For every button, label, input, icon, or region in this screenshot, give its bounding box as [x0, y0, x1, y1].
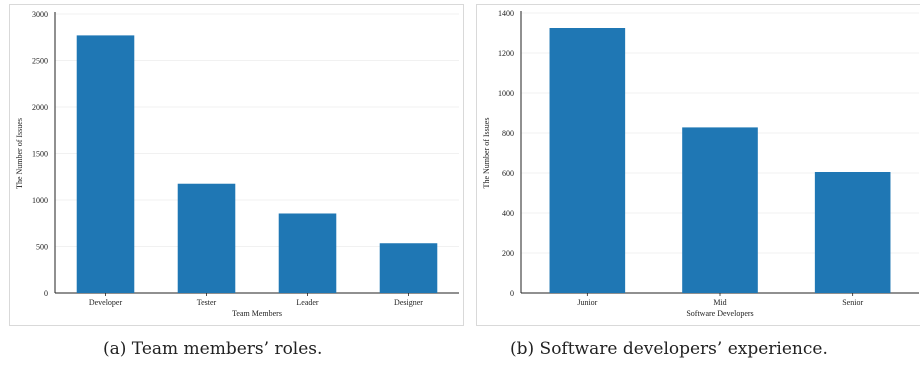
bar-designer	[379, 243, 438, 293]
developer-experience-bar-chart: 0 200 400 600 800 1000 1200 1400 Junior Mid Senior…	[482, 9, 919, 318]
x-tick-label: Designer	[394, 298, 423, 307]
y-tick-label: 3000	[32, 10, 48, 19]
bar-junior	[549, 28, 626, 293]
y-axis-title: The Number of Issues	[482, 118, 491, 189]
y-axis-title: The Number of Issues	[15, 118, 24, 189]
bar-senior	[814, 172, 891, 293]
x-tick-label: Developer	[89, 298, 123, 307]
caption-team-roles: (a) Team members’ roles.	[103, 339, 323, 359]
x-tick-label: Senior	[842, 298, 863, 307]
bar-mid	[682, 127, 758, 294]
y-tick-label: 200	[502, 249, 514, 258]
team-roles-bar-chart: 0 500 1000 1500 2000 2500 3000 Developer Tester L…	[15, 10, 459, 318]
x-tick-label: Mid	[713, 298, 726, 307]
y-tick-label: 1200	[498, 49, 514, 58]
y-tick-label: 1400	[498, 9, 514, 18]
x-axis-title: Team Members	[232, 309, 282, 318]
y-tick-label: 1000	[32, 196, 48, 205]
chart-panel-developer-experience: 0 200 400 600 800 1000 1200 1400 Junior Mid Senior…	[476, 4, 920, 326]
y-tick-label: 1500	[32, 150, 48, 159]
x-tick-label: Tester	[197, 298, 217, 307]
y-tick-label: 0	[510, 289, 514, 298]
x-tick-label: Junior	[577, 298, 597, 307]
y-tick-label: 400	[502, 209, 514, 218]
bar-tester	[177, 183, 236, 293]
y-tick-label: 2500	[32, 57, 48, 66]
x-axis-title: Software Developers	[686, 309, 753, 318]
x-tick-label: Leader	[296, 298, 319, 307]
bar-developer	[76, 35, 135, 293]
y-tick-label: 1000	[498, 89, 514, 98]
bar-leader	[278, 213, 337, 293]
caption-developer-experience: (b) Software developers’ experience.	[510, 339, 828, 359]
y-tick-label: 800	[502, 129, 514, 138]
chart-panel-team-roles: 0 500 1000 1500 2000 2500 3000 Developer Tester L…	[9, 4, 464, 326]
y-tick-label: 2000	[32, 103, 48, 112]
y-tick-label: 500	[36, 243, 48, 252]
y-tick-label: 0	[44, 289, 48, 298]
y-tick-label: 600	[502, 169, 514, 178]
